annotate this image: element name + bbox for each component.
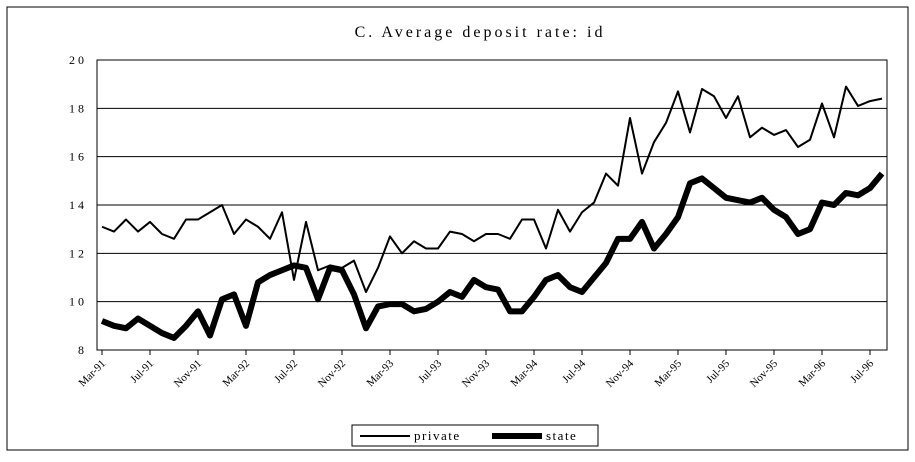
x-tick-label: Jul-91 xyxy=(128,358,156,386)
y-tick-label: 12 xyxy=(69,246,87,260)
x-tick-label: Nov-93 xyxy=(460,357,493,390)
legend-label: private xyxy=(414,428,461,443)
x-tick-label: Jul-93 xyxy=(416,357,444,385)
x-tick-label: Jul-94 xyxy=(560,357,588,385)
x-tick-label: Mar-93 xyxy=(364,357,396,389)
y-tick-label: 10 xyxy=(69,295,87,309)
x-tick-label: Nov-95 xyxy=(748,357,781,390)
legend-label: state xyxy=(546,428,577,443)
series-line xyxy=(100,171,885,341)
x-tick-label: Mar-94 xyxy=(508,357,540,389)
x-tick-label: Mar-92 xyxy=(220,358,252,390)
x-tick-label: Mar-91 xyxy=(76,358,108,390)
chart-border xyxy=(6,6,909,451)
x-tick-label: Mar-95 xyxy=(652,357,684,389)
y-tick-label: 16 xyxy=(69,150,87,164)
x-tick-label: Mar-96 xyxy=(796,357,828,389)
x-tick-label: Nov-92 xyxy=(316,358,348,390)
x-tick-label: Jul-96 xyxy=(848,357,876,385)
x-tick-label: Jul-95 xyxy=(704,357,732,385)
y-tick-label: 14 xyxy=(69,198,87,212)
x-tick-label: Jul-92 xyxy=(272,358,300,386)
chart-title: C. Average deposit rate: id xyxy=(355,24,606,41)
x-tick-label: Nov-94 xyxy=(604,357,637,390)
y-tick-label: 8 xyxy=(78,343,87,357)
y-tick-label: 18 xyxy=(69,101,87,115)
y-tick-label: 20 xyxy=(69,53,87,67)
legend xyxy=(351,424,599,447)
x-tick-label: Nov-91 xyxy=(172,358,204,390)
series-line xyxy=(101,85,883,293)
